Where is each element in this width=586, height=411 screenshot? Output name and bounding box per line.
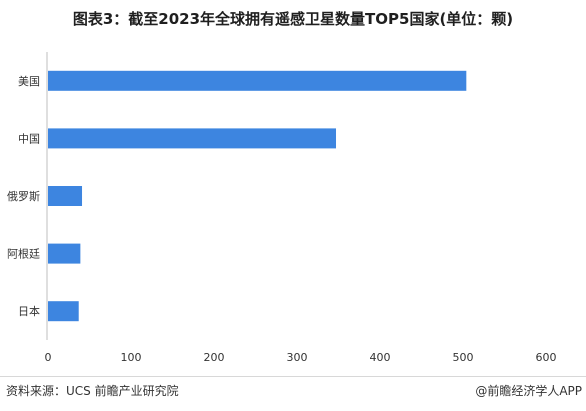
- category-label: 美国: [18, 75, 40, 88]
- category-label: 俄罗斯: [7, 190, 40, 203]
- bar-4: [48, 301, 79, 322]
- bar-0: [48, 70, 467, 91]
- bar-2: [48, 186, 83, 206]
- chart-title: 图表3：截至2023年全球拥有遥感卫星数量TOP5国家(单位：颗): [72, 10, 514, 28]
- category-label: 中国: [18, 132, 40, 145]
- footer-divider: [0, 376, 586, 377]
- x-tick-label: 0: [45, 351, 52, 364]
- x-tick-label: 300: [287, 351, 308, 364]
- x-tick-label: 500: [453, 351, 474, 364]
- category-label: 日本: [18, 304, 40, 318]
- credit-note: @前瞻经济学人APP: [475, 384, 582, 398]
- bar-3: [48, 243, 81, 264]
- x-tick-label: 400: [370, 351, 391, 364]
- x-tick-label: 200: [204, 351, 225, 364]
- bar-1: [48, 128, 337, 149]
- category-label: 阿根廷: [7, 247, 40, 261]
- x-tick-label: 100: [121, 351, 142, 364]
- x-tick-label: 600: [536, 351, 557, 364]
- source-note: 资料来源：UCS 前瞻产业研究院: [6, 384, 179, 398]
